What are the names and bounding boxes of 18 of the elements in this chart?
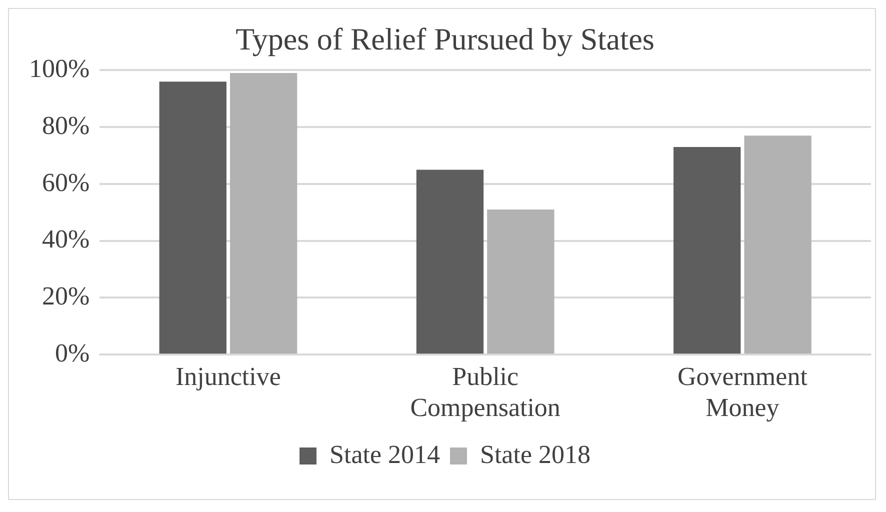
chart-title: Types of Relief Pursued by States [236, 22, 654, 57]
y-tick-label: 80% [42, 110, 90, 140]
x-tick-label: Government Money [677, 362, 808, 422]
y-tick-label: 100% [28, 54, 90, 84]
y-tick-label: 20% [42, 282, 90, 311]
bar [744, 136, 812, 354]
y-tick-label: 40% [42, 224, 90, 254]
bar [230, 73, 298, 354]
x-tick-label: Injunctive [176, 362, 281, 392]
bar [416, 170, 484, 354]
bar [487, 210, 554, 354]
bar [159, 82, 226, 354]
legend-label: State 2014 [330, 440, 440, 469]
y-tick-label: 60% [42, 168, 90, 197]
bar [674, 146, 741, 354]
x-tick-label: Public Compensation [410, 362, 560, 422]
legend-label: State 2018 [480, 440, 590, 469]
y-tick-label: 0% [54, 338, 90, 368]
